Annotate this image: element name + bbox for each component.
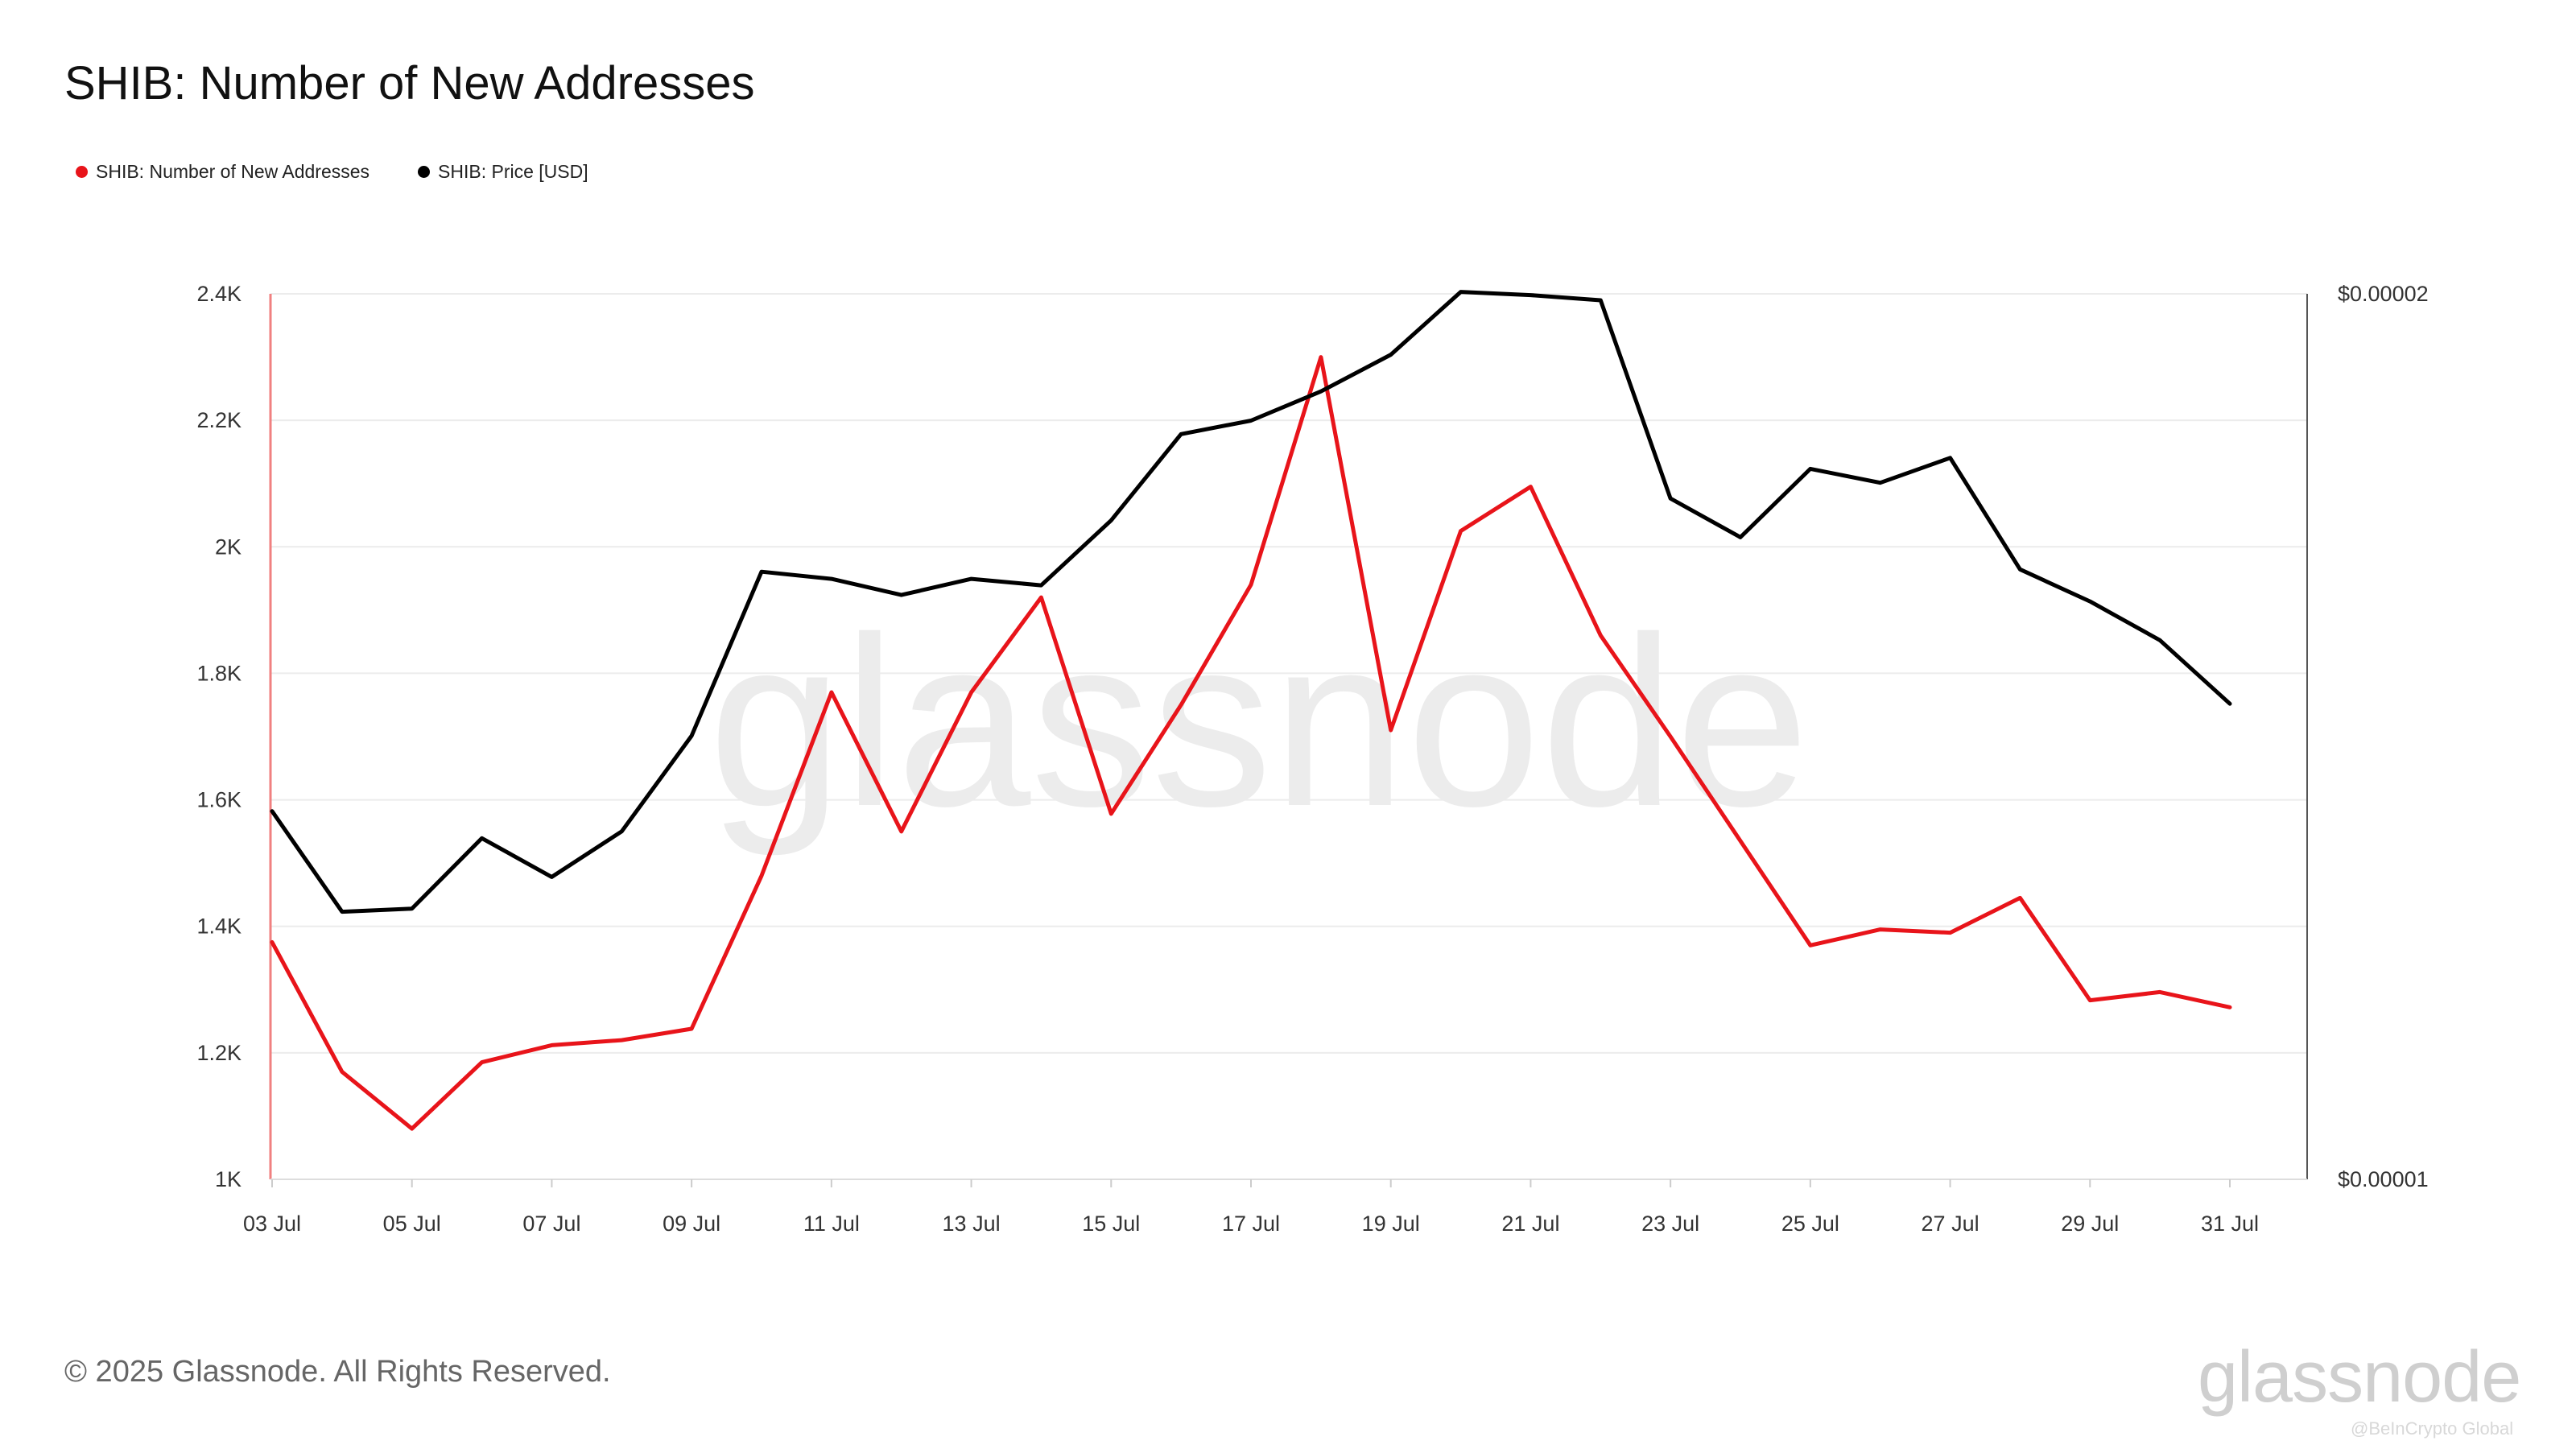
- y-left-tick-label: 2K: [215, 535, 242, 559]
- x-tick-label: 31 Jul: [2201, 1212, 2259, 1236]
- x-tick-label: 07 Jul: [522, 1212, 580, 1236]
- copyright-footer: © 2025 Glassnode. All Rights Reserved.: [64, 1355, 611, 1389]
- x-tick-label: 09 Jul: [663, 1212, 720, 1236]
- legend-dot-addresses-icon: [76, 166, 88, 178]
- chart-title: SHIB: Number of New Addresses: [64, 57, 755, 109]
- source-watermark: @BeInCrypto Global: [2351, 1418, 2514, 1439]
- y-left-tick-label: 1.8K: [196, 661, 242, 685]
- series-line-price: [270, 290, 2232, 914]
- legend-label-price: SHIB: Price [USD]: [438, 161, 588, 182]
- background-watermark: glassnode: [708, 586, 1810, 858]
- y-left-tick-label: 2.4K: [196, 282, 242, 306]
- x-tick-label: 19 Jul: [1362, 1212, 1420, 1236]
- x-tick-label: 15 Jul: [1082, 1212, 1140, 1236]
- x-tick-label: 11 Jul: [803, 1212, 860, 1236]
- x-tick-label: 13 Jul: [943, 1212, 1001, 1236]
- axes: 1K 1.2K 1.4K 1.6K 1.8K 2K 2.2K 2.4K $0.00001 $0.0…: [196, 282, 2428, 1236]
- x-tick-label: 27 Jul: [1922, 1212, 1979, 1236]
- y-right-tick-label: $0.00001: [2338, 1167, 2429, 1191]
- legend-dot-price-icon: [418, 166, 431, 178]
- x-tick-label: 29 Jul: [2061, 1212, 2119, 1236]
- x-tick-label: 25 Jul: [1781, 1212, 1839, 1236]
- x-tick-label: 05 Jul: [383, 1212, 441, 1236]
- x-tick-label: 17 Jul: [1222, 1212, 1280, 1236]
- y-left-tick-label: 1K: [215, 1167, 242, 1191]
- y-right-tick-label: $0.00002: [2338, 282, 2429, 306]
- y-left-tick-label: 1.4K: [196, 914, 242, 939]
- x-tick-label: 03 Jul: [243, 1212, 301, 1236]
- y-left-tick-label: 1.2K: [196, 1041, 242, 1065]
- legend-item-price[interactable]: SHIB: Price [USD]: [418, 161, 588, 183]
- legend-item-addresses[interactable]: SHIB: Number of New Addresses: [76, 161, 369, 183]
- legend-label-addresses: SHIB: Number of New Addresses: [96, 161, 370, 182]
- x-tick-label: 23 Jul: [1641, 1212, 1699, 1236]
- legend: SHIB: Number of New Addresses SHIB: Pric…: [76, 161, 588, 183]
- glassnode-logo: glassnode: [2198, 1337, 2521, 1418]
- x-tick-label: 21 Jul: [1501, 1212, 1559, 1236]
- series-line-new-addresses: [270, 355, 2232, 1131]
- y-left-tick-label: 2.2K: [196, 408, 242, 432]
- y-left-tick-label: 1.6K: [196, 788, 242, 812]
- series-lines: [270, 290, 2232, 1131]
